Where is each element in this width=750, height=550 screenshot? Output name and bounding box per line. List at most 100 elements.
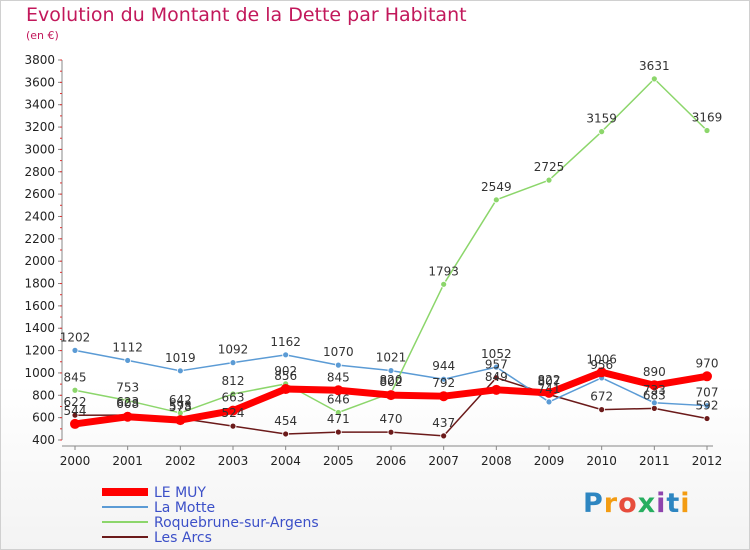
chart-unit: (en €) xyxy=(26,29,59,42)
y-tick-label: 800 xyxy=(32,388,55,402)
x-tick-label: 2002 xyxy=(165,454,196,468)
data-label: 957 xyxy=(485,358,508,372)
data-point xyxy=(650,404,658,412)
data-label: 3159 xyxy=(586,112,617,126)
legend-label: LE MUY xyxy=(154,485,206,501)
data-point xyxy=(228,405,238,416)
y-tick-label: 3400 xyxy=(24,98,55,112)
data-label: 1793 xyxy=(428,264,459,278)
y-tick-label: 2400 xyxy=(24,209,55,223)
chart-title: Evolution du Montant de la Dette par Hab… xyxy=(26,4,467,26)
data-point xyxy=(650,75,658,83)
data-label: 856 xyxy=(274,369,297,383)
data-point xyxy=(229,359,237,367)
data-point xyxy=(703,415,711,422)
data-point xyxy=(544,387,554,398)
x-tick-label: 2003 xyxy=(218,454,249,468)
legend-label: Les Arcs xyxy=(154,530,212,546)
data-label: 970 xyxy=(696,356,719,370)
data-point xyxy=(492,196,500,204)
data-label: 741 xyxy=(538,382,561,396)
data-point xyxy=(703,127,711,134)
data-label: 544 xyxy=(64,404,87,418)
data-label: 1021 xyxy=(376,351,407,365)
data-point xyxy=(438,391,449,402)
data-label: 2549 xyxy=(481,180,512,194)
y-tick-label: 3000 xyxy=(24,142,55,156)
data-point xyxy=(71,411,79,419)
data-point xyxy=(282,430,290,438)
data-point xyxy=(492,363,500,371)
data-label: 845 xyxy=(327,370,350,384)
x-tick-label: 2006 xyxy=(376,454,407,468)
data-point xyxy=(386,390,396,401)
data-point xyxy=(176,367,184,375)
data-point xyxy=(124,357,132,364)
data-point xyxy=(334,428,342,436)
data-label: 822 xyxy=(538,373,561,387)
data-label: 733 xyxy=(643,383,666,397)
data-point xyxy=(387,428,395,436)
data-label: 845 xyxy=(64,370,87,384)
y-tick-label: 2800 xyxy=(24,165,55,179)
data-label: 807 xyxy=(538,375,561,389)
x-tick-label: 2007 xyxy=(428,454,459,468)
series-layer xyxy=(70,75,712,440)
data-point xyxy=(545,176,553,184)
data-point xyxy=(71,346,79,354)
data-label: 622 xyxy=(64,395,87,409)
data-label: 683 xyxy=(643,388,666,402)
data-label: 592 xyxy=(696,399,719,413)
y-tick-label: 600 xyxy=(32,411,55,425)
x-tick-label: 2009 xyxy=(534,454,565,468)
data-label: 802 xyxy=(380,375,403,389)
data-point xyxy=(175,415,186,426)
y-tick-label: 1800 xyxy=(24,277,55,291)
data-point xyxy=(122,411,133,422)
data-point xyxy=(334,361,342,369)
data-label: 812 xyxy=(222,374,245,388)
data-label: 663 xyxy=(222,391,245,405)
data-label: 524 xyxy=(222,406,245,420)
data-label: 1202 xyxy=(60,330,91,344)
data-point xyxy=(440,280,448,288)
data-label: 753 xyxy=(116,381,139,395)
data-labels-layer: 544 608 578 663 856 845 802 792 849 822 1006 890 970… xyxy=(60,59,723,430)
data-label: 944 xyxy=(432,359,455,373)
data-label: 902 xyxy=(274,364,297,378)
data-point xyxy=(387,367,395,374)
data-point xyxy=(703,402,711,410)
y-tick-label: 1400 xyxy=(24,321,55,335)
data-label: 820 xyxy=(380,373,403,387)
data-point xyxy=(282,351,290,359)
data-point xyxy=(71,386,79,394)
x-tick-label: 2000 xyxy=(60,454,91,468)
data-point xyxy=(598,128,606,136)
data-point xyxy=(440,375,448,383)
x-tick-label: 2011 xyxy=(639,454,670,468)
data-point xyxy=(440,432,448,440)
data-label: 471 xyxy=(327,412,350,426)
proxiti-logo: Proxiti xyxy=(583,488,691,519)
data-label: 1019 xyxy=(165,351,196,365)
y-tick-label: 3200 xyxy=(24,120,55,134)
data-label: 1162 xyxy=(270,335,301,349)
data-label: 792 xyxy=(432,376,455,390)
data-label: 849 xyxy=(485,370,508,384)
data-label: 437 xyxy=(432,416,455,430)
data-label: 956 xyxy=(590,358,613,372)
data-label: 623 xyxy=(116,395,139,409)
axes: 400 600 800 1000 1200 1400 1600 1800 2000 2200 240… xyxy=(24,53,722,468)
data-label: 890 xyxy=(643,365,666,379)
y-tick-label: 400 xyxy=(32,433,55,447)
data-label: 646 xyxy=(327,393,350,407)
data-label: 470 xyxy=(380,412,403,426)
data-label: 1112 xyxy=(112,340,143,354)
y-tick-label: 3600 xyxy=(24,75,55,89)
data-label: 3631 xyxy=(639,59,670,73)
data-point xyxy=(596,367,607,378)
data-label: 454 xyxy=(274,414,297,428)
